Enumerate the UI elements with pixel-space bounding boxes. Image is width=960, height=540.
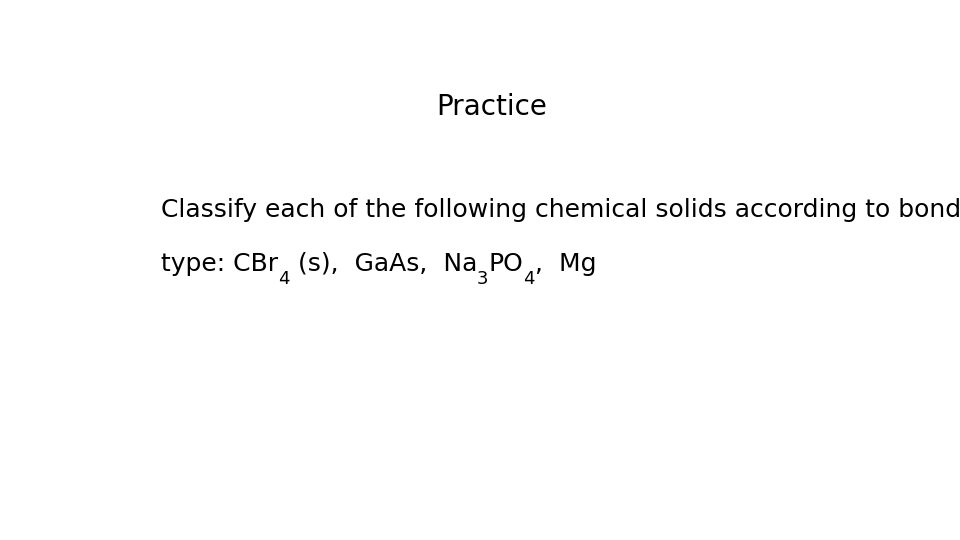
Text: type: CBr: type: CBr	[161, 252, 278, 275]
Text: (s),  GaAs,  Na: (s), GaAs, Na	[290, 252, 477, 275]
Text: 4: 4	[278, 270, 290, 288]
Text: PO: PO	[489, 252, 523, 275]
Text: Classify each of the following chemical solids according to bonding: Classify each of the following chemical …	[161, 198, 960, 221]
Text: 3: 3	[477, 270, 489, 288]
Text: ,  Mg: , Mg	[535, 252, 596, 275]
Text: 4: 4	[523, 270, 535, 288]
Text: Practice: Practice	[437, 93, 547, 121]
